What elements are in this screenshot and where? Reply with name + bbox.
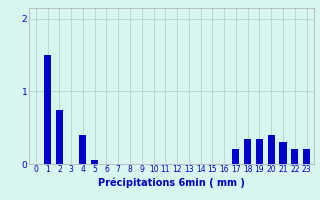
Bar: [268, 135, 275, 164]
Bar: [303, 149, 310, 164]
X-axis label: Précipitations 6min ( mm ): Précipitations 6min ( mm ): [98, 177, 244, 188]
Bar: [279, 142, 286, 164]
Bar: [56, 110, 63, 164]
Bar: [79, 135, 86, 164]
Bar: [232, 149, 239, 164]
Bar: [256, 139, 263, 164]
Bar: [91, 160, 98, 164]
Bar: [291, 149, 298, 164]
Bar: [44, 55, 51, 164]
Bar: [244, 139, 251, 164]
